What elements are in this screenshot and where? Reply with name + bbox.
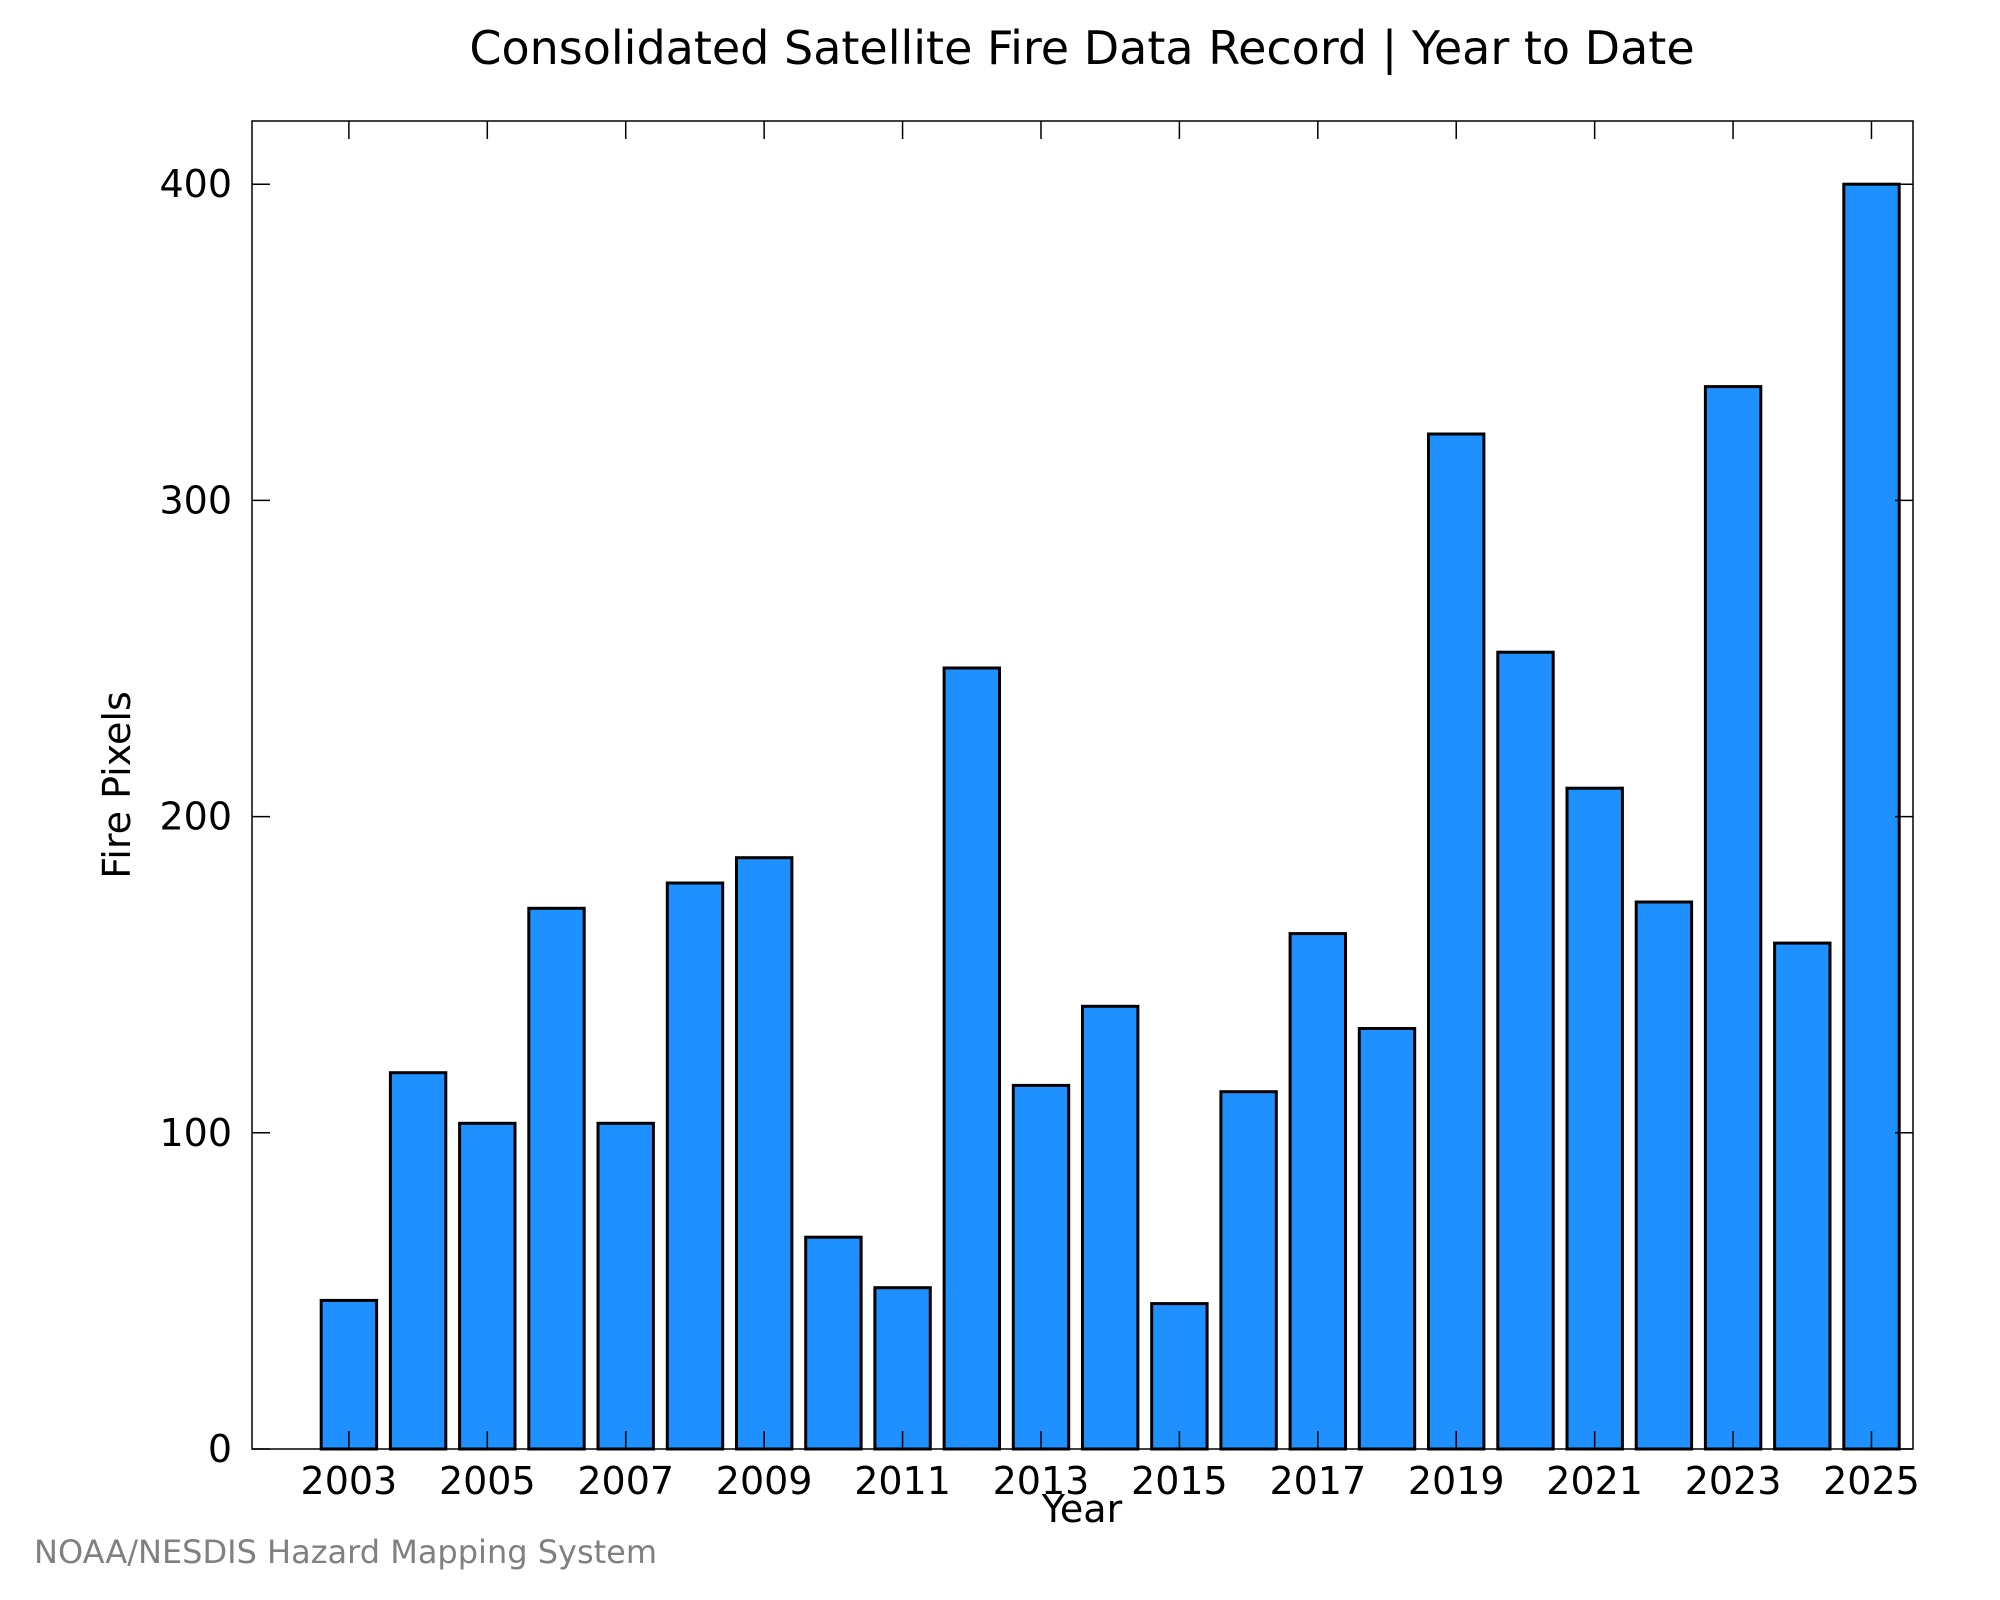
x-tick-label-2019: 2019 bbox=[1408, 1459, 1505, 1503]
source-credit: NOAA/NESDIS Hazard Mapping System bbox=[34, 1533, 657, 1571]
plot-frame bbox=[251, 120, 1914, 1450]
bar-2003 bbox=[319, 1298, 379, 1451]
bar-2013 bbox=[1011, 1083, 1071, 1451]
x-tick-label-2005: 2005 bbox=[439, 1459, 536, 1503]
bar-2024 bbox=[1773, 941, 1832, 1451]
bar-2021 bbox=[1565, 786, 1624, 1451]
bar-2018 bbox=[1357, 1027, 1417, 1451]
x-tick-label-2025: 2025 bbox=[1823, 1459, 1920, 1503]
x-axis-label: Year bbox=[1041, 1487, 1123, 1531]
bar-2015 bbox=[1150, 1302, 1209, 1451]
plot-area: 2003 2005 2007 2009 2011 2013 2015 2017 2019 2021… bbox=[159, 120, 1920, 1503]
ticks-layer: 2003 2005 2007 2009 2011 2013 2015 2017 2019 2021… bbox=[159, 121, 1920, 1503]
y-axis-label: Fire Pixels bbox=[95, 691, 139, 879]
bar-2023 bbox=[1703, 385, 1763, 1451]
bar-2009 bbox=[735, 856, 794, 1451]
bar-2020 bbox=[1496, 650, 1555, 1451]
bar-2008 bbox=[665, 881, 725, 1451]
bar-2011 bbox=[873, 1286, 932, 1451]
x-tick-label-2015: 2015 bbox=[1131, 1459, 1228, 1503]
bar-2025 bbox=[1842, 182, 1901, 1451]
bar-2014 bbox=[1081, 1004, 1140, 1451]
x-tick-label-2013: 2013 bbox=[993, 1459, 1090, 1503]
x-tick-label-2007: 2007 bbox=[577, 1459, 674, 1503]
x-tick-label-2003: 2003 bbox=[301, 1459, 398, 1503]
y-tick-label-300: 300 bbox=[159, 478, 232, 522]
bar-2006 bbox=[527, 906, 586, 1451]
bar-2017 bbox=[1288, 932, 1347, 1451]
bar-2004 bbox=[388, 1071, 448, 1451]
x-tick-label-2017: 2017 bbox=[1269, 1459, 1366, 1503]
y-tick-label-400: 400 bbox=[159, 162, 232, 206]
bar-2007 bbox=[596, 1121, 655, 1451]
bar-2016 bbox=[1219, 1090, 1278, 1451]
chart-title: Consolidated Satellite Fire Data Record … bbox=[469, 21, 1694, 76]
y-tick-label-200: 200 bbox=[159, 795, 232, 839]
x-tick-label-2009: 2009 bbox=[716, 1459, 813, 1503]
x-tick-label-2011: 2011 bbox=[854, 1459, 951, 1503]
bar-2005 bbox=[458, 1121, 517, 1451]
bar-2022 bbox=[1634, 900, 1694, 1451]
bar-2012 bbox=[942, 666, 1001, 1451]
x-tick-label-2023: 2023 bbox=[1685, 1459, 1782, 1503]
bar-2019 bbox=[1427, 432, 1486, 1451]
x-tick-label-2021: 2021 bbox=[1546, 1459, 1643, 1503]
bar-2010 bbox=[804, 1235, 863, 1451]
y-tick-label-0: 0 bbox=[208, 1427, 232, 1471]
y-tick-label-100: 100 bbox=[159, 1111, 232, 1155]
bars-layer bbox=[319, 182, 1901, 1451]
